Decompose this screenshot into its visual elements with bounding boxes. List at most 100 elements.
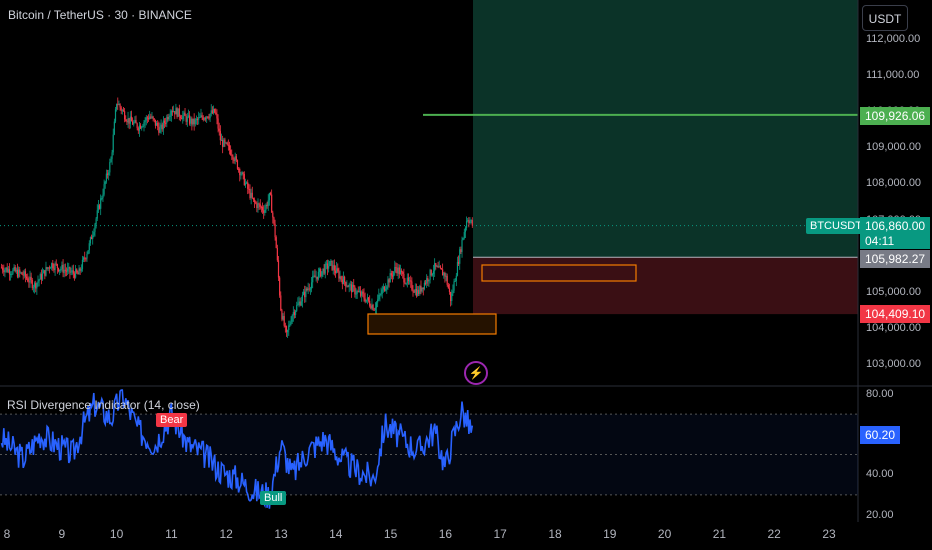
candle-body xyxy=(397,267,399,274)
candle-body xyxy=(455,275,457,281)
candle-body xyxy=(60,268,62,270)
candle-body xyxy=(84,257,86,259)
candle-body xyxy=(220,139,223,141)
candle-body xyxy=(135,120,137,124)
candle-body xyxy=(134,120,136,123)
candle-body xyxy=(257,203,259,209)
candle-body xyxy=(361,291,363,296)
candle-body xyxy=(80,269,82,271)
candle-body xyxy=(59,269,61,272)
candle-body xyxy=(199,116,201,118)
candle-body xyxy=(375,302,378,308)
candle-body xyxy=(177,108,179,117)
candle-body xyxy=(302,291,305,295)
candle-body xyxy=(157,123,159,127)
candle-body xyxy=(4,269,6,273)
candle-body xyxy=(244,182,247,186)
candle-body xyxy=(308,288,310,290)
candle-body xyxy=(399,270,402,275)
candle-body xyxy=(109,162,111,173)
candle-body xyxy=(300,301,302,306)
candle-body xyxy=(372,304,374,310)
candle-body xyxy=(222,139,224,147)
candle-body xyxy=(235,156,237,161)
candle-body xyxy=(200,115,202,117)
candle-body xyxy=(410,280,412,282)
candle-body xyxy=(419,286,421,294)
candle-body xyxy=(386,286,388,289)
candle-body xyxy=(130,116,133,122)
candle-body xyxy=(142,126,144,128)
candle-body xyxy=(182,115,184,120)
candle-body xyxy=(381,289,383,294)
time-tick: 23 xyxy=(822,527,836,541)
candle-body xyxy=(312,276,314,283)
candle-body xyxy=(457,261,460,264)
rsi-indicator-label[interactable]: RSI Divergence Indicator (14, close) xyxy=(7,398,200,412)
candle-body xyxy=(281,310,283,320)
candle-body xyxy=(369,300,371,306)
candle-body xyxy=(218,128,220,131)
symbol-title: Bitcoin / TetherUS · 30 · BINANCE xyxy=(8,8,192,22)
candle-body xyxy=(415,289,418,296)
candle-body xyxy=(146,117,149,119)
candle-body xyxy=(65,270,68,272)
rsi-value-badge: 60.20 xyxy=(860,426,901,444)
candle-body xyxy=(323,268,325,274)
candle-body xyxy=(62,264,64,273)
candle-body xyxy=(393,271,395,277)
candle-body xyxy=(324,263,326,274)
candle-body xyxy=(277,260,280,278)
candle-body xyxy=(163,120,166,124)
candle-body xyxy=(247,182,249,189)
candle-body xyxy=(191,118,193,125)
candle-body xyxy=(212,108,215,114)
candle-body xyxy=(382,286,384,290)
candle-body xyxy=(313,275,315,277)
candle-body xyxy=(268,192,270,201)
candle-body xyxy=(88,243,90,251)
candle-body xyxy=(175,108,177,115)
candle-body xyxy=(176,108,178,117)
candle-body xyxy=(261,207,264,211)
time-tick: 13 xyxy=(274,527,288,541)
candle-body xyxy=(32,287,35,289)
candle-body xyxy=(228,145,231,151)
candle-body xyxy=(453,281,455,291)
time-tick: 9 xyxy=(58,527,66,541)
candle-body xyxy=(332,265,334,270)
symbol-tag: BTCUSDT xyxy=(806,218,866,234)
candle-body xyxy=(424,282,427,284)
candle-body xyxy=(126,121,128,123)
candle-body xyxy=(272,212,274,218)
candle-body xyxy=(275,237,277,248)
candle-body xyxy=(112,134,114,153)
candle-body xyxy=(78,268,80,275)
candle-body xyxy=(181,118,183,120)
candle-body xyxy=(210,110,212,114)
candle-body xyxy=(118,104,120,106)
candle-body xyxy=(24,271,27,277)
lightning-icon[interactable]: ⚡ xyxy=(464,361,488,385)
candle-body xyxy=(167,116,169,120)
candle-body xyxy=(439,266,441,269)
candle-body xyxy=(333,265,335,271)
candle-body xyxy=(194,119,196,125)
candle-body xyxy=(114,109,117,122)
candle-body xyxy=(423,282,426,290)
candle-body xyxy=(428,279,430,282)
candle-body xyxy=(298,301,300,304)
currency-button[interactable]: USDT xyxy=(862,5,908,31)
candle-body xyxy=(344,276,346,282)
candle-body xyxy=(265,204,267,210)
candle-body xyxy=(150,116,152,118)
candle-body xyxy=(260,206,263,208)
candle-body xyxy=(341,279,343,284)
candle-body xyxy=(301,294,304,302)
candle-body xyxy=(41,273,44,280)
candle-body xyxy=(297,303,299,306)
candle-body xyxy=(183,112,185,116)
candle-body xyxy=(394,267,396,272)
candle-body xyxy=(367,297,370,301)
